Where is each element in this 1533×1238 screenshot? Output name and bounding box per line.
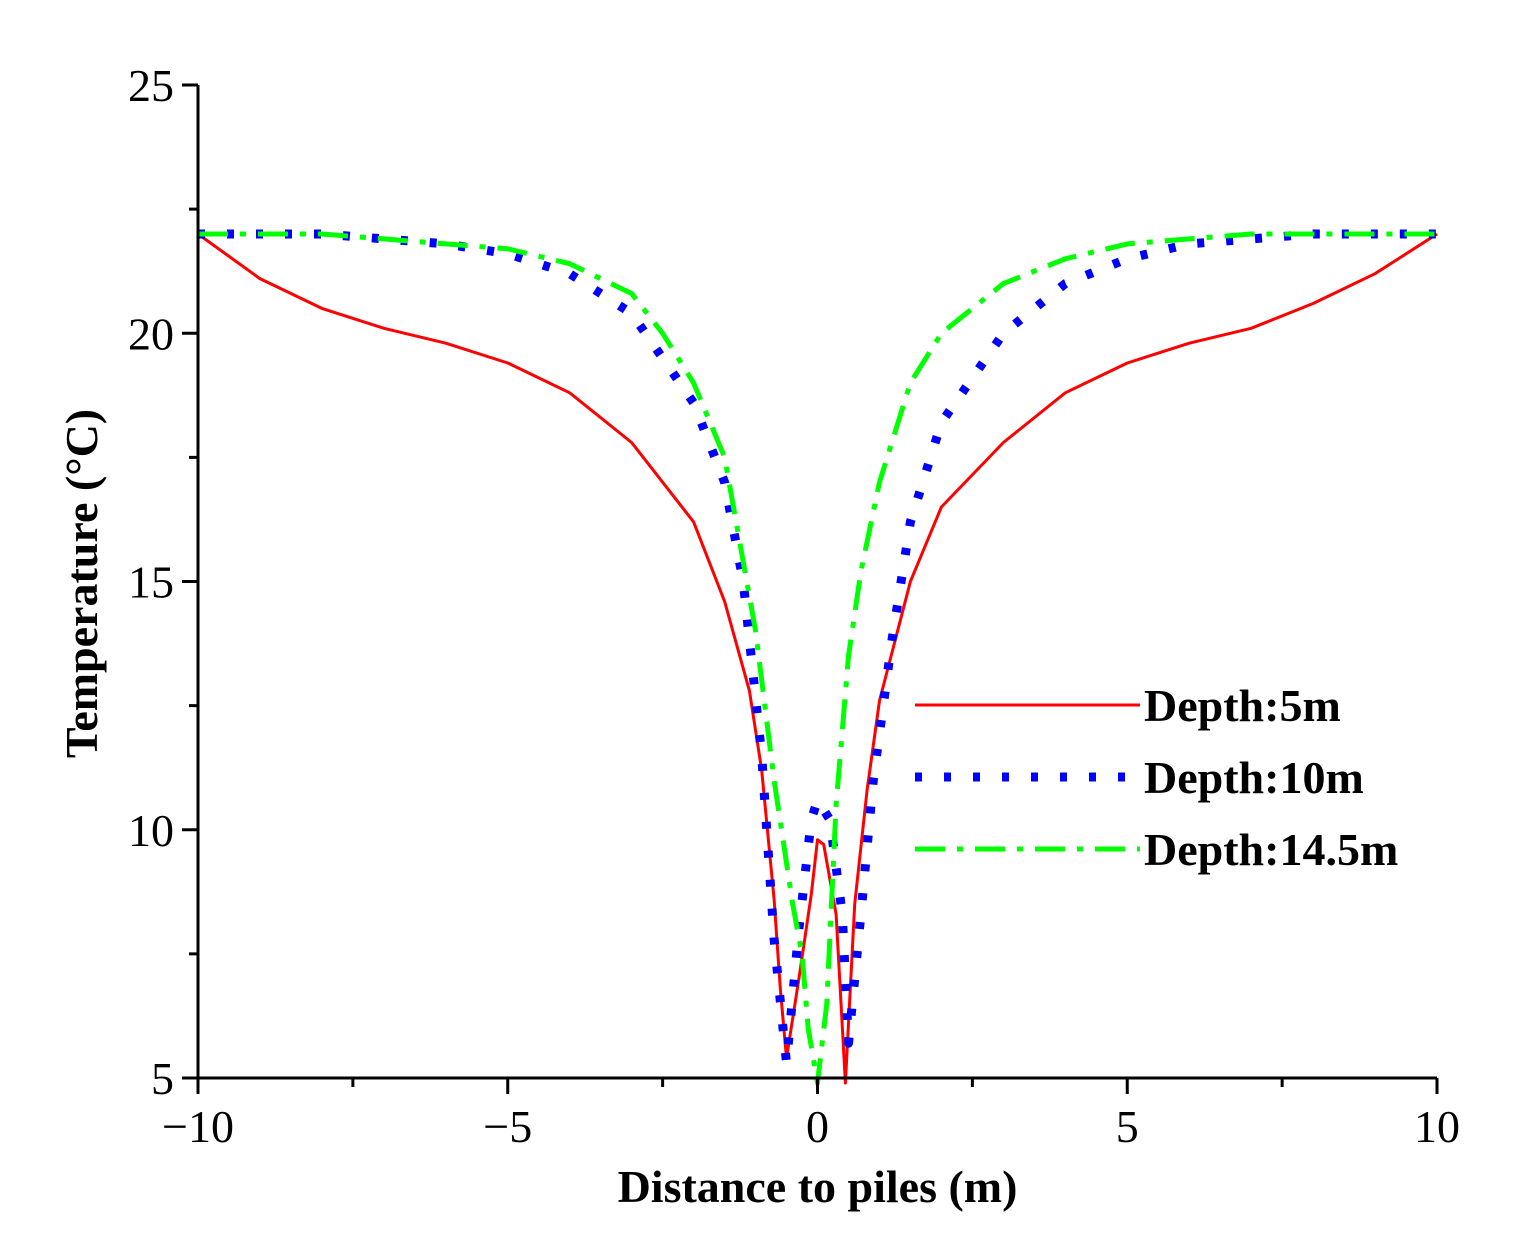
x-tick-label: −5 bbox=[483, 1101, 532, 1152]
x-tick-label: 10 bbox=[1414, 1101, 1460, 1152]
y-tick-label: 15 bbox=[128, 557, 174, 608]
x-tick-label: 0 bbox=[806, 1101, 829, 1152]
x-ticks: −10 −5 0 5 10 bbox=[162, 1078, 1460, 1152]
legend: Depth:5m Depth:10m Depth:14.5m bbox=[915, 680, 1398, 875]
x-tick-label: −10 bbox=[162, 1101, 234, 1152]
y-tick-label: 25 bbox=[128, 60, 174, 111]
legend-label-1: Depth:5m bbox=[1144, 680, 1341, 731]
y-axis-title: Temperature (°C) bbox=[56, 409, 107, 758]
x-axis-title: Distance to piles (m) bbox=[618, 1161, 1018, 1212]
series-layer bbox=[197, 229, 1438, 1086]
legend-label-2: Depth:10m bbox=[1144, 752, 1364, 803]
y-tick-label: 20 bbox=[128, 308, 174, 359]
x-tick-label: 5 bbox=[1116, 1101, 1139, 1152]
y-tick-label: 5 bbox=[151, 1053, 174, 1104]
series-line-3 bbox=[198, 231, 1437, 1086]
legend-label-3: Depth:14.5m bbox=[1144, 824, 1398, 875]
series-line-2 bbox=[198, 229, 1437, 1068]
y-tick-label: 10 bbox=[128, 805, 174, 856]
series-line-1 bbox=[197, 232, 1438, 1085]
y-ticks: 5 10 15 20 25 bbox=[128, 60, 198, 1104]
